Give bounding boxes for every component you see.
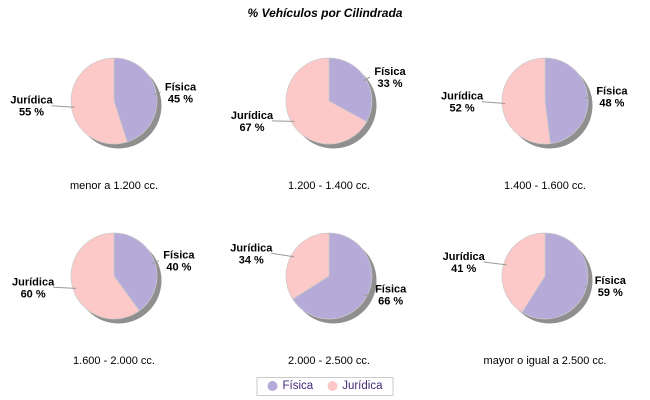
legend-label-juridica: Jurídica (342, 380, 383, 392)
slice-label-name: Jurídica (441, 91, 484, 103)
slice-label-name: Jurídica (231, 110, 274, 122)
pie-cell-6: Física 59 % Jurídica 41 % mayor o igual a 2.… (437, 210, 650, 373)
label-leader-line (364, 294, 371, 296)
label-leader-line (271, 252, 295, 258)
slice-label-name: Física (374, 66, 406, 78)
pie-category-label: menor a 1.200 cc. (69, 180, 159, 192)
pie-slice-juridica (501, 57, 551, 145)
slice-label-name: Jurídica (10, 95, 53, 107)
label-leader-line (53, 286, 76, 289)
slice-label-value: 52 % (450, 103, 475, 115)
label-leader-line (363, 76, 371, 82)
slice-label-value: 41 % (451, 263, 476, 275)
slice-label-value: 60 % (21, 288, 46, 300)
label-leader-line (51, 105, 75, 108)
slice-label-value: 45 % (168, 93, 193, 105)
slice-label-value: 59 % (598, 287, 623, 299)
slice-label-name: Física (165, 81, 197, 93)
slice-label-name: Jurídica (12, 276, 55, 288)
pie-cell-3: Física 48 % Jurídica 52 % 1.400 - 1.600 cc. (437, 35, 650, 198)
pie-slice-juridica (70, 232, 140, 320)
slice-label-value: 66 % (378, 296, 403, 308)
pie-slice-fisica (521, 232, 589, 320)
slice-label-name: Jurídica (443, 251, 486, 263)
legend: Física Jurídica (256, 377, 394, 396)
slice-label-name: Física (595, 275, 627, 287)
pie-cell-5: Física 66 % Jurídica 34 % 2.000 - 2.500 cc. (221, 210, 437, 373)
pie-cell-4: Física 40 % Jurídica 60 % 1.600 - 2.000 cc. (6, 210, 222, 373)
juridica-swatch-icon (327, 381, 338, 391)
pie-cell-2: Física 33 % Jurídica 67 % 1.200 - 1.400 cc. (221, 35, 437, 198)
pie-category-label: 1.400 - 1.600 cc. (504, 180, 586, 192)
pie-slice-juridica (285, 57, 368, 145)
label-leader-line (483, 261, 507, 266)
slice-label-value: 55 % (19, 107, 44, 119)
legend-label-fisica: Física (282, 380, 314, 392)
pie-cell-1: Física 45 % Jurídica 55 % menor a 1.200 cc. (6, 35, 222, 198)
pie-slice-fisica (544, 57, 589, 145)
pie-category-label: 1.200 - 1.400 cc. (288, 180, 370, 192)
pie-category-label: 2.000 - 2.500 cc. (288, 355, 370, 367)
label-leader-line (482, 101, 506, 105)
slice-label-value: 40 % (166, 262, 191, 274)
pie-slice-fisica (113, 57, 158, 143)
label-leader-line (584, 95, 593, 99)
slice-label-value: 67 % (239, 122, 264, 134)
slice-label-value: 48 % (599, 97, 624, 109)
pie-slice-juridica (285, 232, 330, 300)
slice-label-name: Física (596, 85, 628, 97)
chart-title: % Vehículos por Cilindrada (247, 6, 403, 20)
pie-slice-juridica (70, 57, 128, 145)
label-leader-line (151, 260, 160, 265)
label-leader-line (153, 91, 161, 96)
slice-label-value: 33 % (377, 78, 402, 90)
legend-item-fisica: Física (267, 380, 314, 392)
slice-label-name: Física (163, 250, 195, 262)
legend-item-juridica: Jurídica (327, 380, 382, 392)
pie-category-label: 1.600 - 2.000 cc. (73, 355, 155, 367)
pie-slice-fisica (292, 232, 373, 320)
slice-label-name: Jurídica (230, 242, 273, 254)
slice-label-value: 34 % (239, 254, 264, 266)
fisica-swatch-icon (267, 381, 278, 391)
label-leader-line (583, 285, 591, 288)
slice-label-name: Física (375, 284, 407, 296)
pie-category-label: mayor o igual a 2.500 cc. (483, 355, 607, 367)
